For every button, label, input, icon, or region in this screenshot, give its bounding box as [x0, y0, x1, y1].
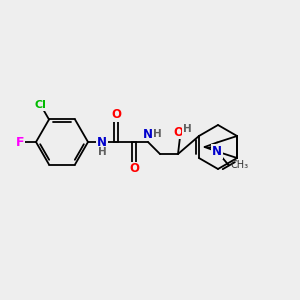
Text: O: O [173, 125, 183, 139]
Text: Cl: Cl [34, 100, 46, 110]
Text: O: O [129, 163, 139, 176]
Text: H: H [183, 124, 191, 134]
Text: CH₃: CH₃ [231, 160, 249, 170]
Text: F: F [16, 136, 24, 148]
Text: N: N [97, 136, 107, 148]
Text: N: N [143, 128, 153, 140]
Text: H: H [153, 129, 161, 139]
Text: O: O [111, 109, 121, 122]
Text: H: H [98, 147, 106, 157]
Text: N: N [212, 145, 222, 158]
